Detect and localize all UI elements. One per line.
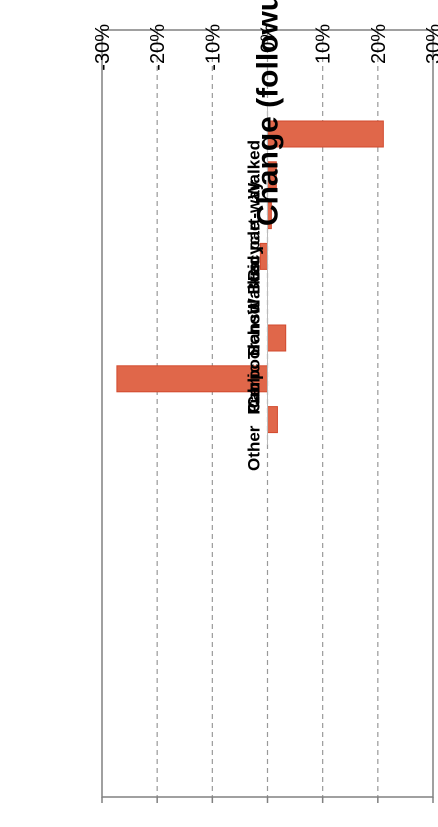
y-tick-labels: -30% -20% -10% 0% 10% 20% 30% xyxy=(92,24,438,803)
bar-carpool xyxy=(267,324,287,352)
category-label: Car xyxy=(245,384,264,413)
y-tick-label: 0% xyxy=(258,24,280,53)
bar-car xyxy=(116,365,268,393)
y-tick-label: -30% xyxy=(92,24,114,71)
bar-other xyxy=(267,406,278,434)
category-label: Walked part-way xyxy=(245,180,264,314)
category-label: Walked xyxy=(245,140,264,199)
y-tick-label: 30% xyxy=(423,24,438,64)
bars xyxy=(116,105,384,445)
category-label: Carpool xyxy=(245,344,264,408)
category-label: School Bus xyxy=(245,262,264,356)
bar-walked xyxy=(267,120,384,148)
y-axis-title: Change (followup - baseline) xyxy=(252,0,285,226)
y-tick-label: -10% xyxy=(202,24,224,71)
category-label: Public Transit xyxy=(245,303,264,415)
y-tick-label: -20% xyxy=(147,24,169,71)
y-tick-label: 20% xyxy=(368,24,390,64)
category-label: Bicycle xyxy=(245,222,264,282)
y-tick-label: 10% xyxy=(313,24,335,64)
category-label: Other xyxy=(245,425,264,471)
